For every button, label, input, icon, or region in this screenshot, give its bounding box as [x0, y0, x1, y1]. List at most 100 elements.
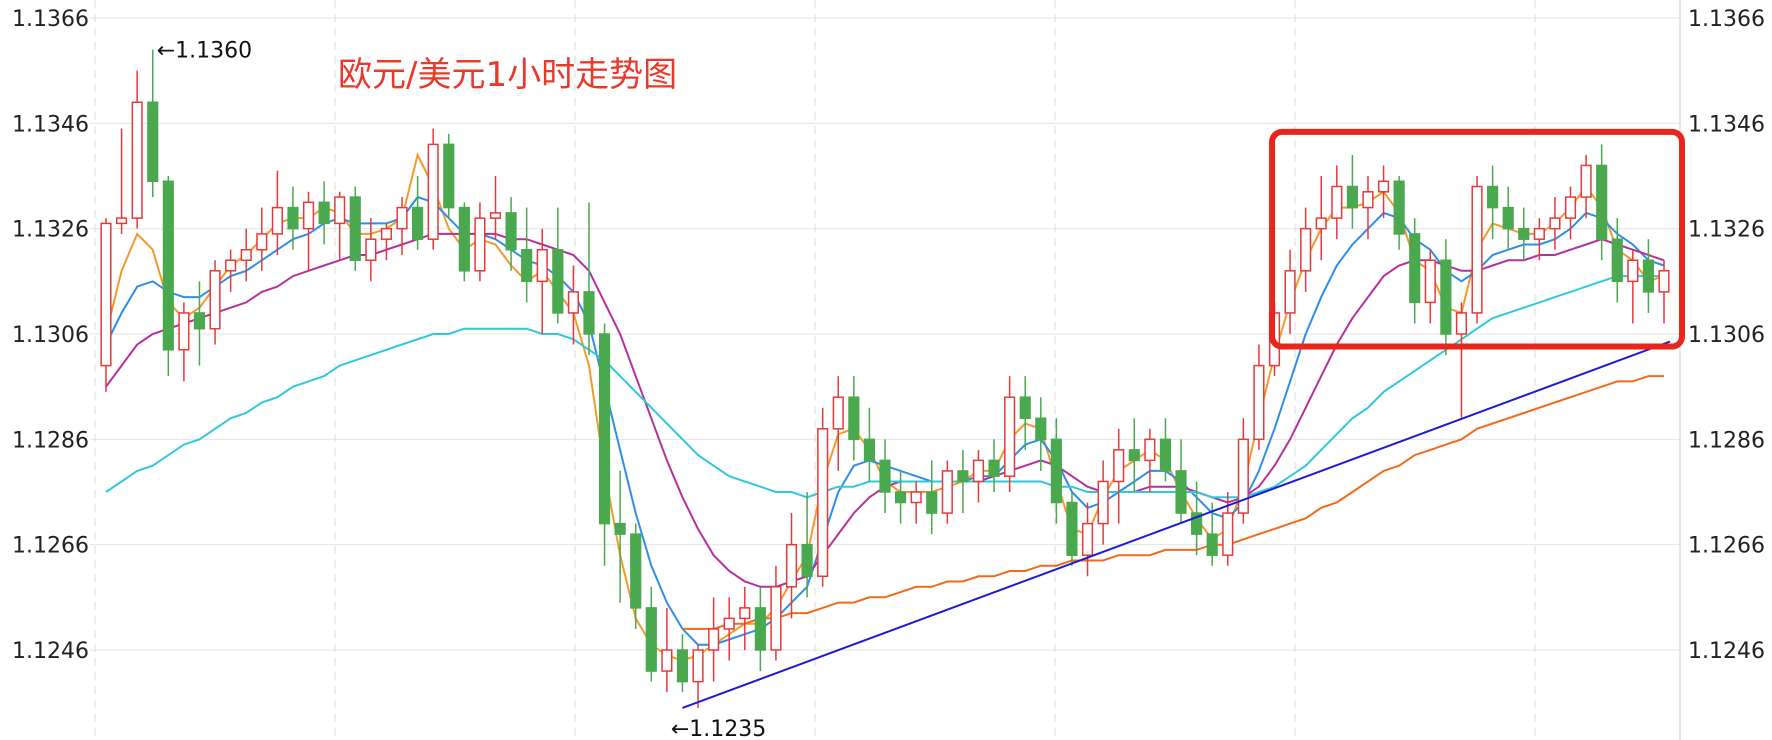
candle-body-down	[521, 248, 533, 283]
candle-body-up	[365, 238, 377, 262]
candle-body-up	[427, 143, 439, 240]
candle-body-down	[412, 206, 424, 240]
candle-body-up	[1533, 227, 1545, 240]
candle-body-up	[1549, 217, 1561, 230]
price-annotation: ←1.1360	[157, 39, 252, 64]
candle-body-down	[1050, 438, 1062, 504]
candle-body-up	[817, 428, 829, 578]
candle-body-down	[147, 101, 159, 183]
candle-body-down	[614, 522, 626, 535]
candle-body-down	[1502, 206, 1514, 230]
candle-body-down	[1191, 512, 1203, 535]
candle-body-down	[598, 333, 611, 525]
candle-body-down	[1596, 164, 1608, 240]
candle-body-up	[131, 101, 143, 219]
candle-body-up	[474, 217, 486, 272]
candle-body-down	[443, 143, 455, 209]
candle-body-up	[832, 396, 844, 430]
candle-body-down	[162, 180, 174, 351]
candle-body-down	[630, 533, 642, 609]
candle-body-up	[1097, 480, 1109, 525]
candle-body-up	[1004, 396, 1016, 477]
candle-body-up	[1424, 259, 1436, 304]
candle-body-down	[287, 206, 299, 230]
candle-body-down	[1487, 185, 1499, 209]
candle-body-up	[692, 649, 704, 683]
candle-body-up	[271, 206, 283, 235]
y-tick-label-left: 1.1346	[12, 112, 89, 137]
candle-body-down	[1642, 259, 1654, 293]
ma-line-ma_long	[682, 375, 1664, 630]
candle-body-down	[505, 212, 517, 251]
candle-body-up	[1300, 227, 1312, 272]
candle-body-up	[567, 291, 579, 314]
candle-body-up	[1113, 449, 1125, 483]
candle-body-down	[801, 543, 813, 578]
candle-body-down	[1518, 227, 1530, 240]
candle-body-down	[1035, 417, 1047, 441]
candle-body-up	[1627, 259, 1639, 283]
candle-body-down	[863, 438, 875, 462]
candle-body-down	[895, 491, 907, 504]
y-tick-label-left: 1.1306	[12, 323, 89, 348]
candle-body-down	[676, 649, 689, 683]
candle-body-up	[1331, 185, 1343, 219]
grid-lines	[90, 0, 1681, 740]
candle-body-up	[770, 586, 782, 651]
y-axis-left: 1.1246 1.1266 1.1286 1.1306 1.1326 1.1346 1.13…	[12, 7, 89, 664]
candle-body-up	[100, 222, 112, 367]
candle-body-down	[645, 607, 657, 672]
candle-body-up	[209, 270, 221, 330]
support-trendline	[682, 340, 1671, 709]
price-annotations: ←1.1360 ←1.1235	[157, 39, 767, 740]
candles	[100, 49, 1670, 708]
candle-body-up	[972, 459, 985, 483]
candle-body-up	[1237, 438, 1249, 514]
candle-body-down	[988, 459, 1000, 477]
candle-body-up	[785, 543, 798, 588]
y-tick-label-left: 1.1286	[12, 428, 89, 453]
candle-body-up	[1081, 522, 1094, 556]
candle-body-up	[334, 196, 346, 225]
candle-body-down	[848, 396, 860, 441]
candle-body-up	[178, 312, 190, 351]
candle-body-up	[1471, 185, 1483, 314]
candle-body-up	[225, 259, 237, 272]
y-tick-label-left: 1.1246	[12, 639, 89, 664]
y-tick-label-right: 1.1266	[1688, 534, 1765, 559]
candle-body-down	[754, 607, 766, 651]
y-axis-right: 1.1246 1.1266 1.1286 1.1306 1.1326 1.1346 1.13…	[1688, 7, 1765, 664]
candle-body-up	[380, 227, 393, 240]
candle-body-down	[1175, 470, 1187, 514]
y-tick-label-left: 1.1326	[12, 218, 89, 243]
candle-body-up	[240, 248, 252, 262]
price-annotation: ←1.1235	[671, 717, 766, 740]
candle-body-up	[1580, 164, 1592, 198]
candle-body-down	[1393, 180, 1405, 235]
candle-body-up	[256, 233, 268, 251]
candle-body-down	[879, 459, 891, 493]
candle-body-down	[552, 248, 564, 314]
candle-body-up	[723, 617, 735, 630]
overlays	[682, 128, 1685, 709]
candle-body-down	[1611, 238, 1623, 283]
candle-body-down	[458, 206, 470, 272]
candle-body-up	[536, 248, 548, 283]
candle-body-down	[926, 491, 938, 514]
consolidation-highlight-box	[1269, 128, 1685, 350]
candle-body-down	[957, 470, 969, 483]
candle-body-up	[1222, 512, 1234, 556]
y-tick-label-left: 1.1366	[12, 7, 89, 32]
y-tick-label-right: 1.1306	[1688, 323, 1765, 348]
candle-body-up	[1253, 364, 1265, 441]
candle-body-down	[193, 312, 206, 330]
y-tick-label-right: 1.1246	[1688, 639, 1765, 664]
candle-body-up	[1315, 217, 1327, 230]
y-tick-label-right: 1.1286	[1688, 428, 1765, 453]
candle-body-up	[941, 470, 953, 514]
y-tick-label-left: 1.1266	[12, 534, 89, 559]
candle-body-up	[1455, 312, 1468, 335]
candle-body-down	[1159, 438, 1172, 472]
candle-body-down	[349, 196, 361, 262]
